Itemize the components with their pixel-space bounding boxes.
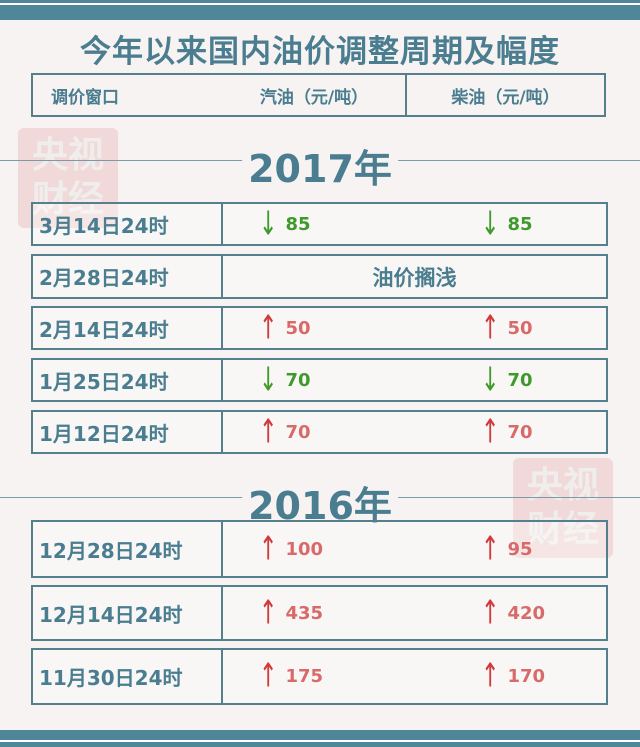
watermark-logo: 央视 财经	[18, 128, 118, 228]
gasoline-change: ↑ 50	[259, 309, 311, 347]
diesel-change: ↓ 85	[481, 205, 533, 243]
year-label: 2017年	[242, 138, 398, 193]
gasoline-value: 175	[285, 666, 324, 687]
diesel-change: ↑ 170	[481, 658, 546, 696]
gasoline-value: 100	[285, 538, 324, 560]
row-note: 油价搁浅	[372, 265, 457, 290]
year-heading: 2016年	[0, 475, 640, 530]
arrow-down-icon: ↓	[259, 361, 278, 399]
arrow-down-icon: ↓	[259, 205, 278, 243]
page-title: 今年以来国内油价调整周期及幅度	[80, 34, 560, 70]
row-date: 3月14日24时	[33, 204, 223, 244]
arrow-up-icon: ↑	[259, 309, 278, 347]
gasoline-value: 85	[285, 213, 311, 235]
arrow-up-icon: ↑	[259, 413, 278, 451]
diesel-change: ↑ 70	[481, 413, 533, 451]
header-diesel: 柴油（元/吨）	[451, 87, 560, 108]
header-gasoline: 汽油（元/吨）	[223, 75, 407, 115]
arrow-up-icon: ↑	[481, 530, 500, 568]
diesel-change: ↑ 420	[481, 594, 546, 632]
gasoline-value: 50	[285, 317, 311, 339]
table-row: 1月12日24时 ↑ 70 ↑ 70	[31, 410, 608, 454]
arrow-up-icon: ↑	[481, 594, 500, 632]
header-window: 调价窗口	[51, 87, 119, 108]
gasoline-change: ↓ 85	[259, 205, 311, 243]
bottom-border	[0, 730, 640, 747]
diesel-value: 70	[507, 421, 533, 443]
row-date: 12月14日24时	[33, 587, 223, 639]
watermark-logo: 央视 财经	[513, 458, 613, 558]
arrow-up-icon: ↑	[259, 657, 278, 696]
gasoline-change: ↑ 175	[259, 658, 324, 696]
row-date: 1月12日24时	[33, 412, 223, 452]
diesel-value: 420	[507, 602, 546, 624]
gasoline-change: ↑ 70	[259, 413, 311, 451]
top-border	[0, 0, 640, 20]
gasoline-value: 435	[285, 602, 324, 624]
table-row: 2月28日24时 油价搁浅	[31, 254, 608, 299]
row-date: 2月28日24时	[33, 256, 223, 297]
diesel-change: ↑ 95	[481, 530, 533, 568]
diesel-value: 50	[507, 317, 533, 339]
arrow-down-icon: ↓	[481, 205, 500, 243]
row-date: 2月14日24时	[33, 308, 223, 348]
arrow-down-icon: ↓	[481, 361, 500, 399]
table-row: 12月14日24时 ↑ 435 ↑ 420	[31, 585, 608, 641]
table-row: 2月14日24时 ↑ 50 ↑ 50	[31, 306, 608, 350]
arrow-up-icon: ↑	[481, 309, 500, 347]
row-date: 12月28日24时	[33, 522, 223, 576]
arrow-up-icon: ↑	[481, 657, 500, 696]
diesel-change: ↑ 50	[481, 309, 533, 347]
table-row: 11月30日24时 ↑ 175 ↑ 170	[31, 648, 608, 705]
diesel-value: 95	[507, 538, 533, 560]
arrow-up-icon: ↑	[259, 594, 278, 632]
gasoline-change: ↑ 435	[259, 594, 324, 632]
table-row: 3月14日24时 ↓ 85 ↓ 85	[31, 202, 608, 246]
table-row: 1月25日24时 ↓ 70 ↓ 70	[31, 358, 608, 402]
arrow-up-icon: ↑	[481, 413, 500, 451]
diesel-change: ↓ 70	[481, 361, 533, 399]
row-date: 11月30日24时	[33, 650, 223, 703]
gasoline-value: 70	[285, 369, 311, 391]
table-header: 调价窗口 汽油（元/吨） 柴油（元/吨）	[31, 73, 606, 117]
gasoline-change: ↓ 70	[259, 361, 311, 399]
diesel-value: 70	[507, 369, 533, 391]
gasoline-change: ↑ 100	[259, 530, 324, 568]
gasoline-value: 70	[285, 421, 311, 443]
arrow-up-icon: ↑	[259, 530, 278, 568]
year-heading: 2017年	[0, 138, 640, 193]
row-date: 1月25日24时	[33, 360, 223, 400]
table-row: 12月28日24时 ↑ 100 ↑ 95	[31, 520, 608, 578]
diesel-value: 170	[507, 666, 546, 687]
diesel-value: 85	[507, 213, 533, 235]
